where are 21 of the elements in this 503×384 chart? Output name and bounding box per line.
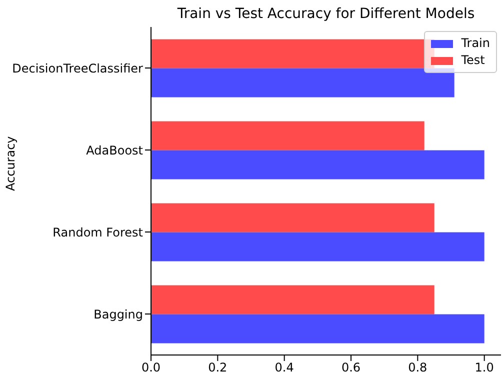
bar bbox=[151, 203, 434, 232]
bar bbox=[151, 232, 484, 262]
y-tick-label: Random Forest bbox=[52, 225, 144, 240]
bar bbox=[151, 150, 484, 180]
x-tick-label: 0.2 bbox=[208, 360, 228, 375]
bar bbox=[151, 285, 434, 314]
bar bbox=[151, 68, 454, 98]
x-tick-label: 1.0 bbox=[474, 360, 494, 375]
bar bbox=[151, 121, 424, 150]
x-tick-label: 0.4 bbox=[274, 360, 294, 375]
y-tick-label: DecisionTreeClassifier bbox=[12, 61, 144, 76]
chart-title: Train vs Test Accuracy for Different Models bbox=[176, 6, 476, 22]
y-tick-label: AdaBoost bbox=[86, 143, 144, 158]
y-axis-title: Accuracy bbox=[3, 136, 18, 191]
legend-label: Train bbox=[461, 35, 490, 52]
legend-label: Test bbox=[461, 52, 485, 69]
x-tick-label: 0.0 bbox=[141, 360, 161, 375]
x-tick-label: 0.6 bbox=[341, 360, 361, 375]
y-tick-label: Bagging bbox=[94, 307, 143, 322]
x-tick-label: 0.8 bbox=[408, 360, 428, 375]
bar bbox=[151, 314, 484, 344]
